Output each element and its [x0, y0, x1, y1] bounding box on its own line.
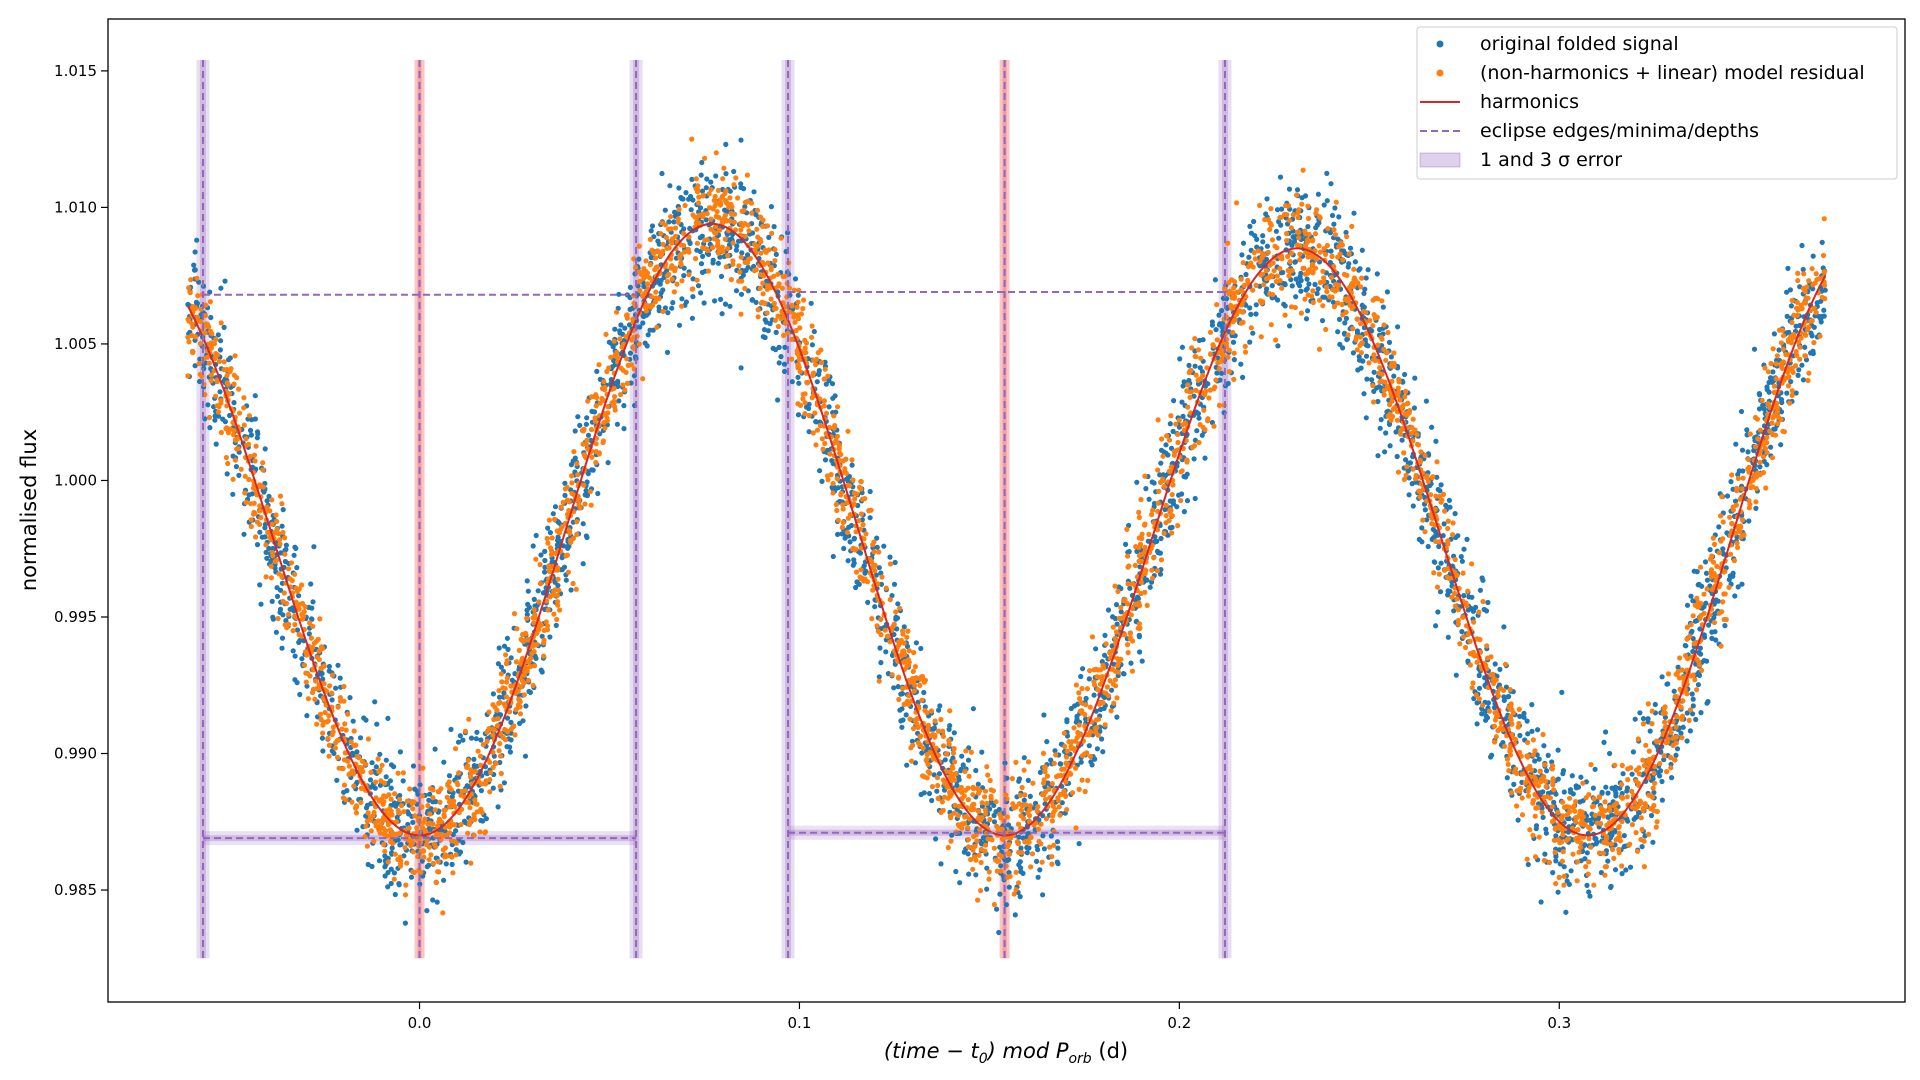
- legend: original folded signal (non-harmonics + l…: [1416, 26, 1898, 180]
- x-axis-label: (time − t0) mod Porb (d): [884, 1039, 1128, 1067]
- edge-band-1sigma-3: [1221, 59, 1228, 959]
- y-tick-label-6: 1.015: [54, 62, 97, 80]
- legend-frame: [1416, 26, 1898, 180]
- edge-band-1sigma-1: [633, 59, 640, 959]
- edge-band-1sigma-2: [785, 59, 792, 959]
- edge-band-1sigma-0: [199, 59, 206, 959]
- y-tick-label-4: 1.005: [54, 335, 97, 353]
- legend-label-3: eclipse edges/minima/depths: [1480, 120, 1759, 142]
- x-tick-label-1: 0.1: [788, 1014, 812, 1032]
- y-tick-label-1: 0.990: [54, 745, 97, 763]
- legend-label-0: original folded signal: [1480, 33, 1679, 55]
- y-tick-label-0: 0.985: [54, 881, 97, 899]
- eclipse-lines: [201, 59, 1226, 959]
- x-tick-label-2: 0.2: [1167, 1014, 1191, 1032]
- legend-marker-0: [1436, 40, 1444, 48]
- minimum-band-1sigma-1: [1002, 59, 1007, 959]
- y-tick-label-5: 1.010: [54, 198, 97, 216]
- minimum-band-1sigma-0: [417, 59, 422, 959]
- y-axis-label: normalised flux: [17, 429, 41, 591]
- legend-label-1: (non-harmonics + linear) model residual: [1480, 62, 1865, 84]
- legend-marker-4: [1419, 152, 1461, 168]
- y-tick-label-3: 1.000: [54, 471, 97, 489]
- x-axis-ticks: 0.0 0.1 0.2 0.3: [408, 1002, 1571, 1032]
- legend-marker-1: [1436, 69, 1444, 77]
- edge-band-3sigma-0: [196, 59, 210, 959]
- edge-band-3sigma-2: [781, 59, 795, 959]
- plot-area: [185, 59, 1828, 959]
- legend-label-2: harmonics: [1480, 91, 1579, 113]
- harmonics-series: [186, 222, 1827, 837]
- plot-frame: [107, 18, 1906, 1003]
- legend-label-4: 1 and 3 σ error: [1480, 149, 1622, 171]
- harmonics-line: [186, 222, 1827, 837]
- x-tick-label-0: 0.0: [408, 1014, 432, 1032]
- y-tick-label-2: 0.995: [54, 608, 97, 626]
- x-tick-label-3: 0.3: [1547, 1014, 1571, 1032]
- y-axis-ticks: 0.985 0.990 0.995 1.000 1.005 1.010 1.015: [54, 62, 108, 899]
